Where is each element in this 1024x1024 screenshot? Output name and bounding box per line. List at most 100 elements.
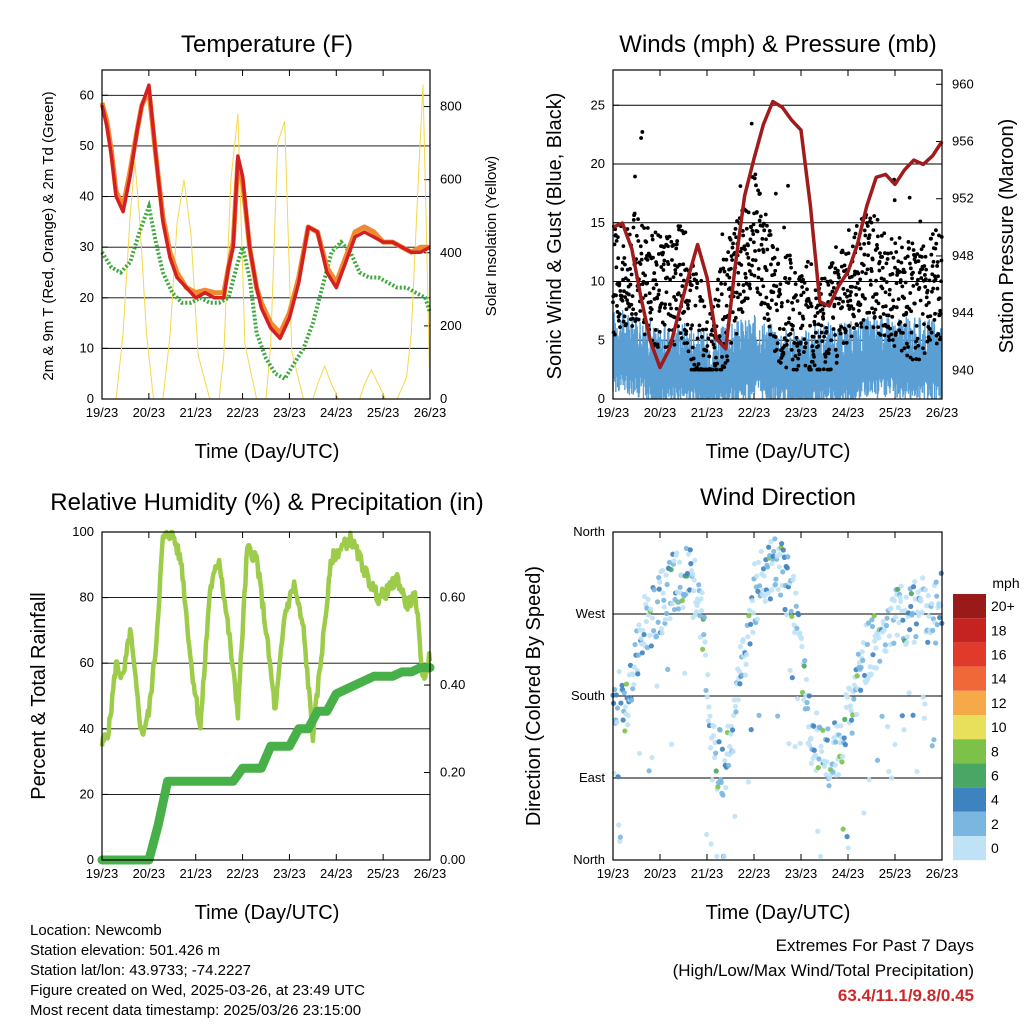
y-tick-label: 0 [87, 391, 94, 406]
direction-point [826, 783, 832, 789]
direction-point [683, 545, 689, 551]
direction-point [631, 664, 638, 670]
gust-point [920, 312, 925, 316]
direction-point [661, 604, 667, 610]
gust-point [802, 337, 807, 342]
direction-point [703, 687, 709, 694]
gust-point [738, 292, 742, 297]
y-tick-label-right: 600 [440, 172, 462, 187]
direction-point [806, 724, 812, 730]
gust-point [757, 248, 761, 253]
gust-point [690, 345, 695, 350]
gust-point [915, 282, 919, 286]
gust-point [669, 239, 674, 244]
gust-point [725, 354, 729, 359]
legend-swatch [953, 836, 986, 861]
direction-point [913, 633, 919, 640]
gust-point [725, 358, 730, 363]
gust-point [838, 331, 843, 336]
station-location: Location: Newcomb [30, 922, 162, 939]
gust-point [769, 298, 774, 303]
gust-point [790, 327, 795, 332]
direction-point [892, 741, 898, 748]
gust-point [907, 195, 912, 200]
plot-border [612, 531, 943, 861]
gust-point [685, 302, 690, 307]
gust-point [917, 270, 922, 275]
gust-point [799, 293, 804, 298]
gust-point [759, 277, 764, 282]
direction-point [757, 583, 763, 589]
gust-point [780, 301, 784, 305]
gust-point [768, 232, 773, 237]
gust-point [631, 217, 636, 222]
station-latlon: Station lat/lon: 43.9733; -74.2227 [30, 962, 252, 979]
gust-point [785, 338, 790, 343]
gust-point [733, 315, 738, 320]
direction-point [719, 746, 726, 752]
direction-point [685, 551, 692, 557]
direction-point [664, 581, 670, 588]
gust-point [899, 348, 904, 353]
gust-point [657, 329, 662, 334]
gust-point [861, 318, 866, 322]
gust-point [820, 276, 824, 281]
gust-point [692, 362, 697, 367]
direction-point [911, 584, 917, 590]
gust-point [932, 317, 937, 322]
gust-point [615, 235, 620, 239]
gust-point [768, 306, 772, 310]
gust-point [746, 210, 751, 215]
gust-point [809, 304, 814, 309]
direction-point [663, 610, 670, 617]
direction-point [682, 670, 688, 676]
direction-point [684, 570, 691, 577]
gust-point [883, 304, 888, 309]
legend-swatch [953, 763, 986, 788]
x-tick-label: 26/23 [414, 405, 447, 420]
gust-point [905, 353, 910, 358]
direction-point [668, 567, 674, 573]
gust-point [774, 284, 779, 289]
gust-point [626, 292, 631, 297]
direction-point [814, 710, 820, 716]
gust-point [922, 264, 927, 268]
direction-point [840, 826, 846, 832]
direction-point [930, 627, 936, 634]
y-tick-label: South [571, 688, 605, 703]
gust-point [834, 360, 839, 365]
direction-point [834, 723, 840, 729]
temperature-title: Temperature (F) [181, 31, 353, 58]
x-tick-label: 24/23 [832, 866, 865, 881]
gust-point [772, 255, 777, 260]
direction-point [816, 756, 822, 762]
gust-point [806, 305, 811, 309]
gust-point [648, 300, 653, 304]
direction-point [641, 593, 648, 600]
gust-point [650, 237, 655, 242]
gust-point [830, 280, 834, 285]
rh-precip-ylabel-left: Percent & Total Rainfall [28, 592, 50, 800]
direction-point [766, 544, 772, 550]
direction-point [925, 593, 931, 599]
direction-point [919, 609, 925, 616]
gust-point [722, 365, 727, 369]
direction-point [908, 603, 914, 610]
gust-point [890, 272, 895, 276]
direction-point [908, 591, 914, 597]
gust-point [930, 264, 935, 269]
y-tick-label-right: 0 [440, 391, 447, 406]
gust-point [716, 304, 721, 308]
direction-point [693, 609, 700, 615]
legend-swatch [953, 739, 986, 764]
direction-point [776, 564, 782, 570]
gust-point [740, 310, 745, 314]
gust-point [855, 281, 860, 286]
direction-point [913, 621, 920, 627]
legend-label: 8 [991, 743, 999, 759]
gust-point [654, 282, 659, 287]
gust-point [734, 331, 739, 336]
gust-point [688, 288, 693, 293]
gust-point [812, 363, 817, 368]
gust-point [771, 245, 775, 250]
